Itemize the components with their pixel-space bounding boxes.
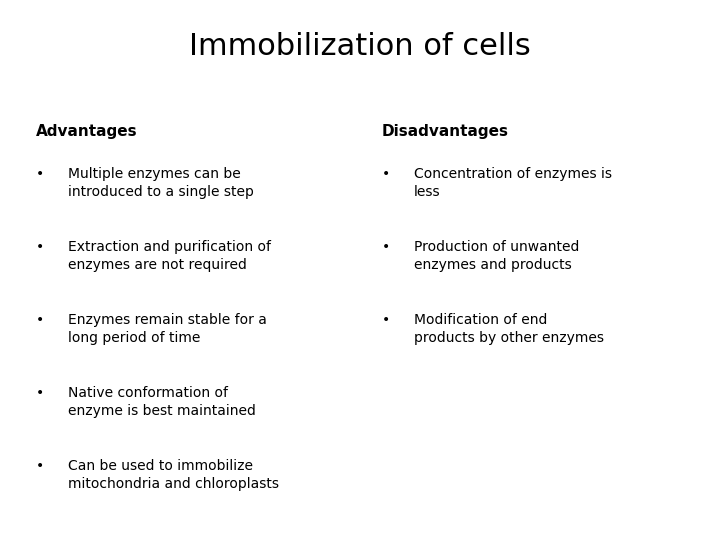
Text: Multiple enzymes can be
introduced to a single step: Multiple enzymes can be introduced to a …: [68, 167, 254, 199]
Text: Immobilization of cells: Immobilization of cells: [189, 32, 531, 62]
Text: Production of unwanted
enzymes and products: Production of unwanted enzymes and produ…: [414, 240, 580, 272]
Text: Concentration of enzymes is
less: Concentration of enzymes is less: [414, 167, 612, 199]
Text: •: •: [36, 167, 44, 181]
Text: •: •: [36, 459, 44, 473]
Text: Advantages: Advantages: [36, 124, 138, 139]
Text: •: •: [382, 313, 390, 327]
Text: Disadvantages: Disadvantages: [382, 124, 508, 139]
Text: •: •: [36, 240, 44, 254]
Text: •: •: [36, 386, 44, 400]
Text: Native conformation of
enzyme is best maintained: Native conformation of enzyme is best ma…: [68, 386, 256, 418]
Text: Can be used to immobilize
mitochondria and chloroplasts: Can be used to immobilize mitochondria a…: [68, 459, 279, 491]
Text: Extraction and purification of
enzymes are not required: Extraction and purification of enzymes a…: [68, 240, 271, 272]
Text: Enzymes remain stable for a
long period of time: Enzymes remain stable for a long period …: [68, 313, 267, 345]
Text: •: •: [382, 167, 390, 181]
Text: •: •: [36, 313, 44, 327]
Text: Modification of end
products by other enzymes: Modification of end products by other en…: [414, 313, 604, 345]
Text: •: •: [382, 240, 390, 254]
